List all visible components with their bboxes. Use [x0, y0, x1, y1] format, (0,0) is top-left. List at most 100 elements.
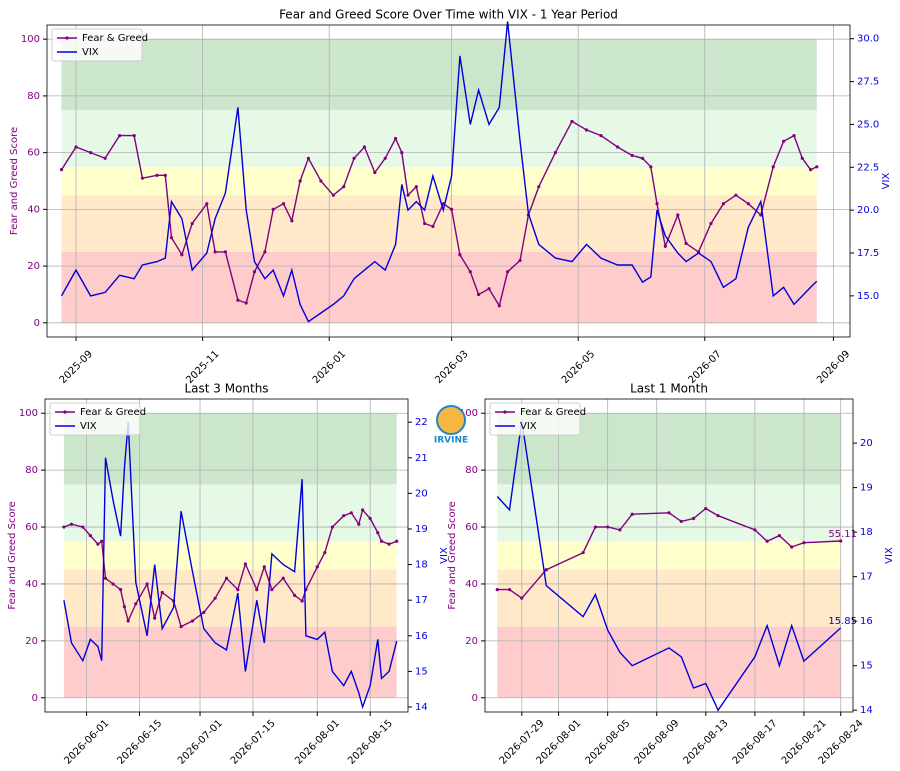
data-point [111, 582, 115, 586]
y2-tick-label: 17 [860, 572, 873, 583]
y-axis-label: Fear and Greed Score [447, 501, 458, 609]
y2-tick-label: 15 [860, 661, 873, 672]
data-point [497, 304, 501, 308]
data-point [684, 241, 688, 245]
logo-badge [436, 405, 466, 435]
data-point [213, 596, 217, 600]
data-point [74, 145, 78, 149]
y-tick-label: 60 [25, 522, 38, 533]
data-point [640, 156, 645, 160]
chart-title: Fear and Greed Score Over Time with VIX … [279, 8, 618, 22]
data-point [839, 539, 843, 543]
data-point [400, 151, 404, 155]
y2-tick-label: 19 [415, 524, 428, 535]
data-point [606, 525, 610, 529]
data-point [62, 525, 66, 529]
data-point [361, 508, 365, 512]
data-point [667, 511, 671, 515]
y-tick-label: 80 [27, 91, 40, 102]
data-point [122, 605, 127, 609]
y-tick-label: 40 [27, 204, 40, 215]
y2-tick-label: 16 [415, 631, 428, 642]
legend-box [49, 402, 141, 436]
data-point [281, 576, 285, 580]
data-point [88, 533, 92, 538]
chart-title: Last 1 Month [630, 382, 708, 396]
data-point [69, 522, 74, 526]
data-point [300, 599, 304, 603]
data-point [790, 545, 794, 549]
data-point [352, 156, 356, 160]
legend-label: VIX [520, 421, 537, 432]
data-point [271, 207, 275, 211]
data-point [376, 531, 380, 535]
x-tick-label: 2026-05 [560, 349, 597, 386]
data-point [649, 165, 653, 169]
y-tick-label: 20 [465, 636, 478, 647]
y2-tick-label: 14 [415, 702, 428, 713]
data-point [103, 156, 107, 160]
data-point [205, 202, 209, 206]
x-tick-label: 2026-08-13 [682, 718, 731, 767]
data-point [132, 134, 136, 138]
y2-tick-label: 21 [415, 453, 428, 464]
y2-tick-label: 15 [415, 666, 428, 677]
legend-marker [65, 36, 69, 40]
data-point [518, 258, 522, 263]
sentiment-zone [497, 569, 841, 627]
y-tick-label: 80 [25, 465, 38, 476]
data-point [330, 525, 334, 529]
data-point [153, 616, 157, 620]
plot-frame [44, 398, 409, 713]
y2-tick-label: 22.5 [857, 162, 879, 173]
data-point [357, 522, 361, 526]
data-point [331, 193, 335, 197]
y2-tick-label: 15.0 [857, 291, 879, 302]
sentiment-zone [63, 541, 397, 570]
y2-tick-label: 19 [860, 483, 873, 494]
data-point [349, 511, 353, 515]
sentiment-zone [63, 569, 397, 627]
data-point [487, 287, 491, 291]
data-point [362, 145, 367, 149]
data-point [537, 185, 541, 189]
data-point [691, 516, 696, 521]
legend-box [51, 28, 143, 62]
y-tick-label: 0 [472, 693, 478, 704]
sentiment-zone [61, 39, 817, 111]
y2-tick-label: 17.5 [857, 248, 879, 259]
data-point [570, 119, 574, 124]
data-point [342, 514, 346, 518]
x-tick-label: 2026-01 [311, 349, 348, 386]
x-tick-label: 2026-08-17 [731, 718, 780, 767]
y2-tick-label: 20 [860, 438, 873, 449]
data-point [140, 176, 145, 180]
data-point [395, 539, 399, 543]
data-point [423, 221, 427, 226]
y2-tick-label: 20.0 [857, 205, 879, 216]
plot-frame [484, 398, 854, 713]
y-tick-label: 100 [19, 408, 38, 419]
data-point [495, 588, 499, 592]
data-point [243, 562, 248, 566]
data-point [379, 539, 384, 543]
data-point [759, 213, 763, 217]
data-point [223, 250, 228, 254]
y-tick-label: 60 [465, 522, 478, 533]
last-value-label: 55.11 [828, 529, 857, 540]
x-tick-label: 2026-06-01 [63, 718, 112, 767]
data-point [655, 202, 659, 206]
data-point [88, 151, 93, 155]
y2-tick-label: 17 [415, 595, 428, 606]
data-point [118, 134, 122, 138]
sentiment-zone [497, 541, 841, 570]
sentiment-zone [61, 251, 817, 323]
data-point [593, 525, 598, 529]
data-point [292, 593, 297, 597]
data-point [163, 173, 167, 177]
data-point [753, 528, 757, 532]
data-point [544, 568, 548, 572]
data-point [630, 153, 634, 158]
y-tick-label: 0 [34, 318, 40, 329]
